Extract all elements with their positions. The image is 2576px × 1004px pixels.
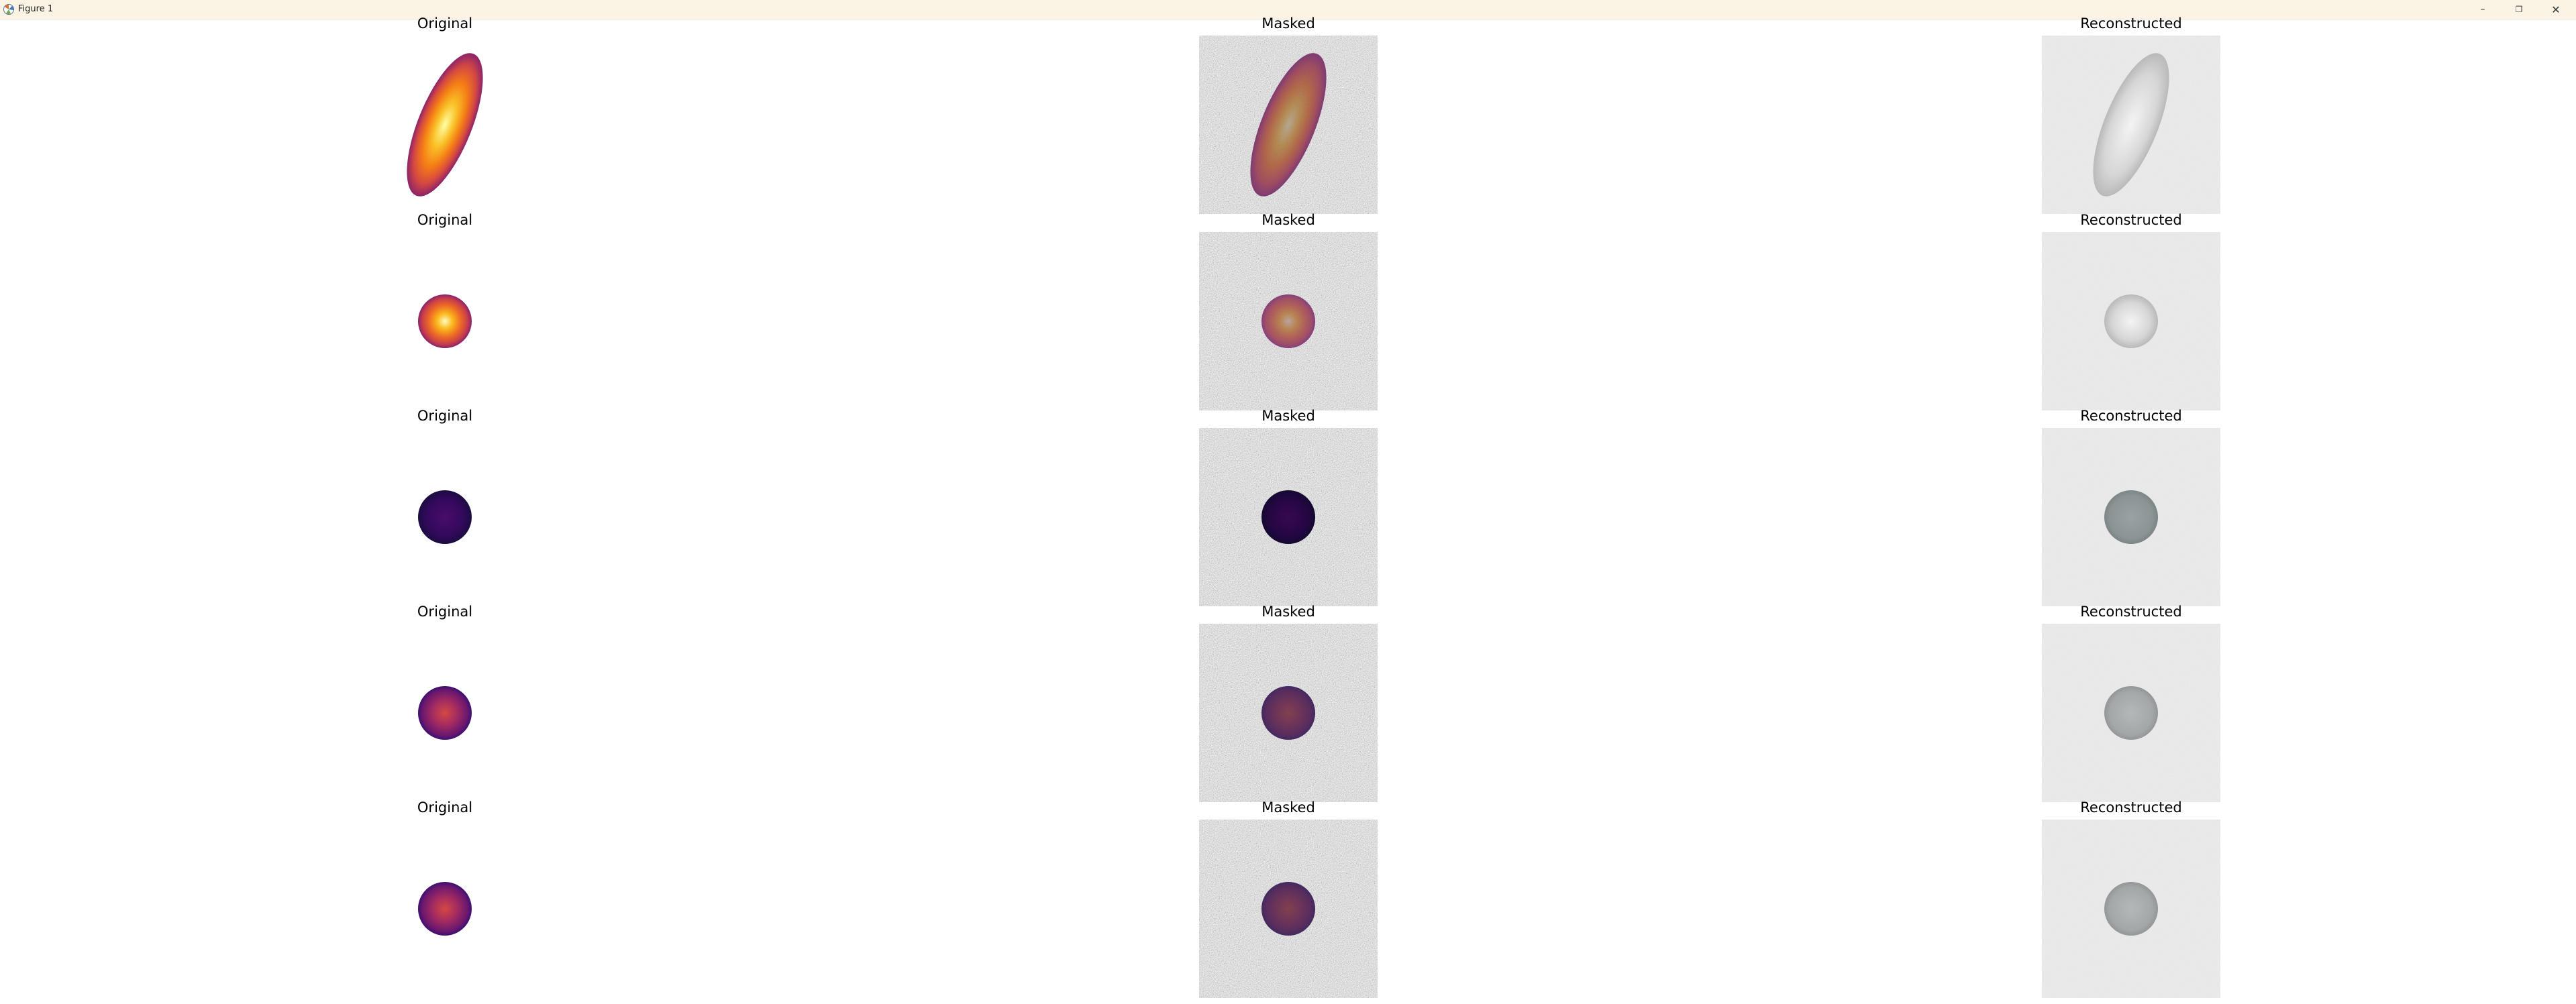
reconstructed-image bbox=[2042, 428, 2220, 606]
minimize-button[interactable]: – bbox=[2463, 0, 2503, 19]
masked-title: Masked bbox=[1261, 408, 1315, 424]
matplotlib-icon bbox=[3, 4, 14, 15]
original-image bbox=[356, 820, 534, 998]
original-title: Original bbox=[417, 212, 473, 228]
reconstructed-image bbox=[2042, 232, 2220, 410]
minimize-icon: – bbox=[2480, 4, 2485, 15]
masked-title: Masked bbox=[1261, 604, 1315, 620]
original-image bbox=[356, 428, 534, 606]
reconstructed-title: Reconstructed bbox=[2080, 604, 2182, 620]
window-title: Figure 1 bbox=[18, 4, 54, 14]
masked-title: Masked bbox=[1261, 212, 1315, 228]
reconstructed-image bbox=[2042, 820, 2220, 998]
masked-image bbox=[1199, 428, 1378, 606]
reconstructed-title: Reconstructed bbox=[2080, 15, 2182, 32]
original-title: Original bbox=[417, 408, 473, 424]
original-title: Original bbox=[417, 15, 473, 32]
window-titlebar: Figure 1 – ❐ ✕ bbox=[0, 0, 2576, 19]
reconstructed-image bbox=[2042, 624, 2220, 802]
close-button[interactable]: ✕ bbox=[2536, 0, 2576, 19]
close-icon: ✕ bbox=[2551, 3, 2561, 16]
masked-image bbox=[1199, 36, 1378, 214]
reconstructed-title: Reconstructed bbox=[2080, 408, 2182, 424]
masked-image bbox=[1199, 820, 1378, 998]
reconstructed-image bbox=[2042, 36, 2220, 214]
original-title: Original bbox=[417, 799, 473, 816]
masked-title: Masked bbox=[1261, 799, 1315, 816]
original-image bbox=[356, 232, 534, 410]
reconstructed-title: Reconstructed bbox=[2080, 212, 2182, 228]
masked-image bbox=[1199, 624, 1378, 802]
original-image bbox=[356, 624, 534, 802]
reconstructed-title: Reconstructed bbox=[2080, 799, 2182, 816]
original-image bbox=[356, 36, 534, 214]
masked-title: Masked bbox=[1261, 15, 1315, 32]
restore-icon: ❐ bbox=[2515, 5, 2523, 14]
masked-image bbox=[1199, 232, 1378, 410]
original-title: Original bbox=[417, 604, 473, 620]
maximize-button[interactable]: ❐ bbox=[2499, 0, 2539, 19]
